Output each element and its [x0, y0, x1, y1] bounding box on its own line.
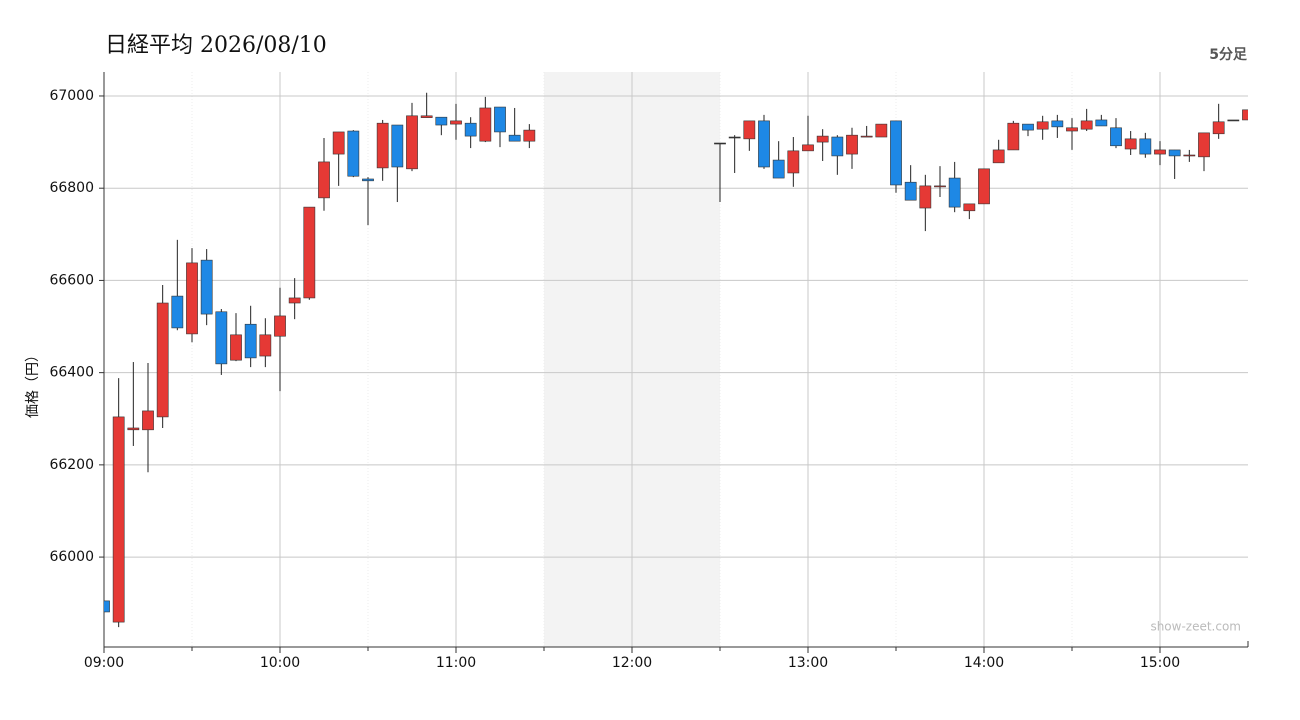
candle-body — [1066, 127, 1078, 132]
candle-body — [259, 334, 272, 357]
candle-body — [1227, 119, 1240, 122]
candle-body — [758, 120, 770, 168]
candle-body — [1242, 109, 1248, 121]
candle-body — [919, 185, 932, 209]
candle-body — [142, 410, 154, 431]
candle-body — [523, 129, 536, 142]
candle-body — [508, 134, 521, 142]
x-tick-label: 15:00 — [1140, 655, 1180, 671]
y-tick-label: 66400 — [49, 365, 94, 381]
candle-body — [479, 107, 492, 142]
candle-body — [728, 136, 741, 139]
interval-label: 5分足 — [1209, 47, 1248, 63]
candle-body — [362, 178, 374, 182]
x-tick-label: 13:00 — [788, 655, 828, 671]
candle-body — [1154, 149, 1166, 155]
candle-body — [1095, 119, 1108, 127]
candle-body — [860, 135, 873, 138]
candle-body — [464, 122, 477, 137]
y-axis-label: 価格（円） — [25, 348, 41, 418]
candle-body — [230, 334, 242, 361]
y-tick-label: 66200 — [49, 457, 94, 473]
candle-body — [787, 150, 800, 174]
candle-body — [1051, 120, 1064, 128]
candle-body — [875, 123, 888, 138]
candle-body — [171, 295, 184, 329]
candle-body — [978, 168, 990, 205]
candle-body — [200, 259, 213, 315]
candle-body — [1198, 132, 1210, 158]
candle-body — [816, 135, 829, 143]
candle-body — [376, 122, 389, 169]
candle-body — [318, 161, 330, 199]
candle-body — [1110, 127, 1122, 147]
candle-body — [244, 323, 257, 359]
candle-body — [406, 115, 418, 170]
x-tick-label: 12:00 — [612, 655, 652, 671]
candle-body — [494, 106, 506, 133]
candle-body — [743, 120, 756, 140]
y-tick-label: 66000 — [49, 549, 94, 565]
candle-body — [890, 120, 902, 186]
candle-body — [303, 206, 316, 299]
candle-body — [274, 315, 286, 337]
candle-body — [332, 131, 345, 155]
candle-body — [1022, 123, 1034, 131]
candle-body — [772, 159, 785, 179]
candle-body — [156, 302, 169, 418]
candle-body — [288, 297, 301, 304]
candle-body — [948, 177, 961, 208]
candle-body — [802, 144, 814, 152]
candle-body — [450, 120, 462, 125]
x-tick-label: 09:00 — [84, 655, 124, 671]
candle-body — [391, 124, 404, 168]
x-tick-label: 14:00 — [964, 655, 1004, 671]
candle-body — [1168, 149, 1181, 157]
candle-body — [992, 149, 1005, 164]
chart-title: 日経平均 2026/08/10 — [105, 33, 327, 58]
candle-body — [1183, 154, 1196, 157]
candle-body — [846, 134, 858, 155]
candle-body — [831, 136, 844, 157]
y-tick-label: 66600 — [49, 272, 94, 288]
candle-body — [1139, 138, 1152, 155]
candles — [104, 92, 1248, 628]
watermark: show-zeet.com — [1150, 620, 1241, 634]
candle-body — [186, 262, 198, 335]
x-tick-label: 11:00 — [436, 655, 476, 671]
candle-body — [1036, 121, 1049, 130]
candle-body — [1124, 138, 1137, 150]
x-tick-label: 10:00 — [260, 655, 300, 671]
candle-body — [347, 130, 360, 177]
candle-body — [934, 185, 946, 188]
candle-body — [420, 115, 433, 118]
candle-body — [1007, 122, 1020, 151]
candle-body — [127, 427, 140, 431]
candle-body — [963, 203, 976, 212]
candle-body — [1080, 120, 1093, 130]
candle-body — [1212, 121, 1225, 135]
candle-body — [904, 181, 917, 201]
candle-body — [714, 142, 726, 145]
candle-body — [104, 600, 110, 613]
candle-body — [435, 116, 448, 126]
y-tick-label: 66800 — [49, 180, 94, 196]
candle-body — [112, 416, 125, 623]
y-tick-label: 67000 — [49, 88, 94, 104]
candle-body — [215, 311, 228, 365]
